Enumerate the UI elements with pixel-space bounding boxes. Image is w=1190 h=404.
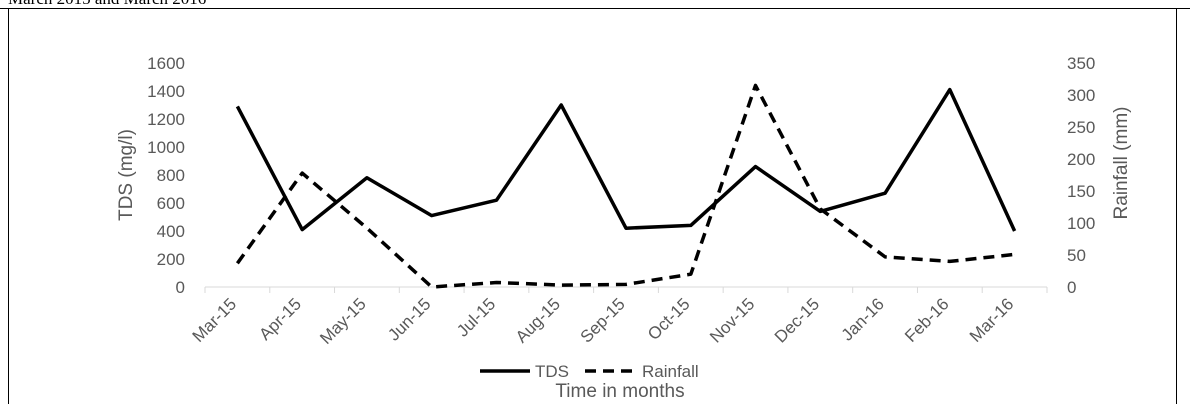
frame-top-border <box>0 8 1190 9</box>
x-tick-label: May-15 <box>316 294 370 348</box>
x-tick-label: Nov-15 <box>706 294 758 346</box>
y2-tick-label: 200 <box>1067 150 1095 169</box>
x-tick-label: Jun-15 <box>384 294 434 344</box>
x-tick-label: Dec-15 <box>771 294 823 346</box>
y-tick-label: 1400 <box>147 82 185 101</box>
y-tick-label: 0 <box>176 278 185 297</box>
frame-right-border <box>1176 8 1177 404</box>
series-layer <box>235 83 1017 289</box>
y-tick-label: 1200 <box>147 110 185 129</box>
y2-tick-label: 0 <box>1067 278 1076 297</box>
y-tick-label: 600 <box>157 194 185 213</box>
x-tick-label: Sep-15 <box>577 294 629 346</box>
figure-caption: March 2015 and March 2016 <box>8 0 206 9</box>
y2-tick-label: 300 <box>1067 86 1095 105</box>
y-tick-label: 400 <box>157 222 185 241</box>
y2-tick-label: 350 <box>1067 54 1095 73</box>
tds-series-line <box>235 87 1017 232</box>
x-tick-label: Aug-15 <box>512 294 564 346</box>
legend-rainfall-label: Rainfall <box>642 362 699 381</box>
legend-tds-label: TDS <box>535 362 569 381</box>
y-tick-label: 1000 <box>147 138 185 157</box>
y2-axis-title: Rainfall (mm) <box>1111 107 1132 220</box>
x-tick-label: Mar-15 <box>189 294 241 346</box>
x-tick-label: Jan-16 <box>838 294 888 344</box>
y-tick-label: 800 <box>157 166 185 185</box>
axes <box>204 286 1048 293</box>
y-tick-label: 1600 <box>147 54 185 73</box>
y2-tick-label: 150 <box>1067 182 1095 201</box>
y-axis-title: TDS (mg/l) <box>116 129 137 221</box>
y2-tick-label: 250 <box>1067 118 1095 137</box>
frame-left-border <box>8 8 9 404</box>
legend: TDS Rainfall <box>480 362 699 381</box>
x-tick-label: Mar-16 <box>966 294 1018 346</box>
x-tick-label: Oct-15 <box>644 294 694 344</box>
x-tick-label: Feb-16 <box>901 294 953 346</box>
y2-tick-label: 50 <box>1067 246 1086 265</box>
y2-tick-label: 100 <box>1067 214 1095 233</box>
y-tick-label: 200 <box>157 250 185 269</box>
x-tick-label: Apr-15 <box>255 294 305 344</box>
x-tick-label: Jul-15 <box>453 294 499 340</box>
x-axis-title: Time in months <box>555 381 684 402</box>
